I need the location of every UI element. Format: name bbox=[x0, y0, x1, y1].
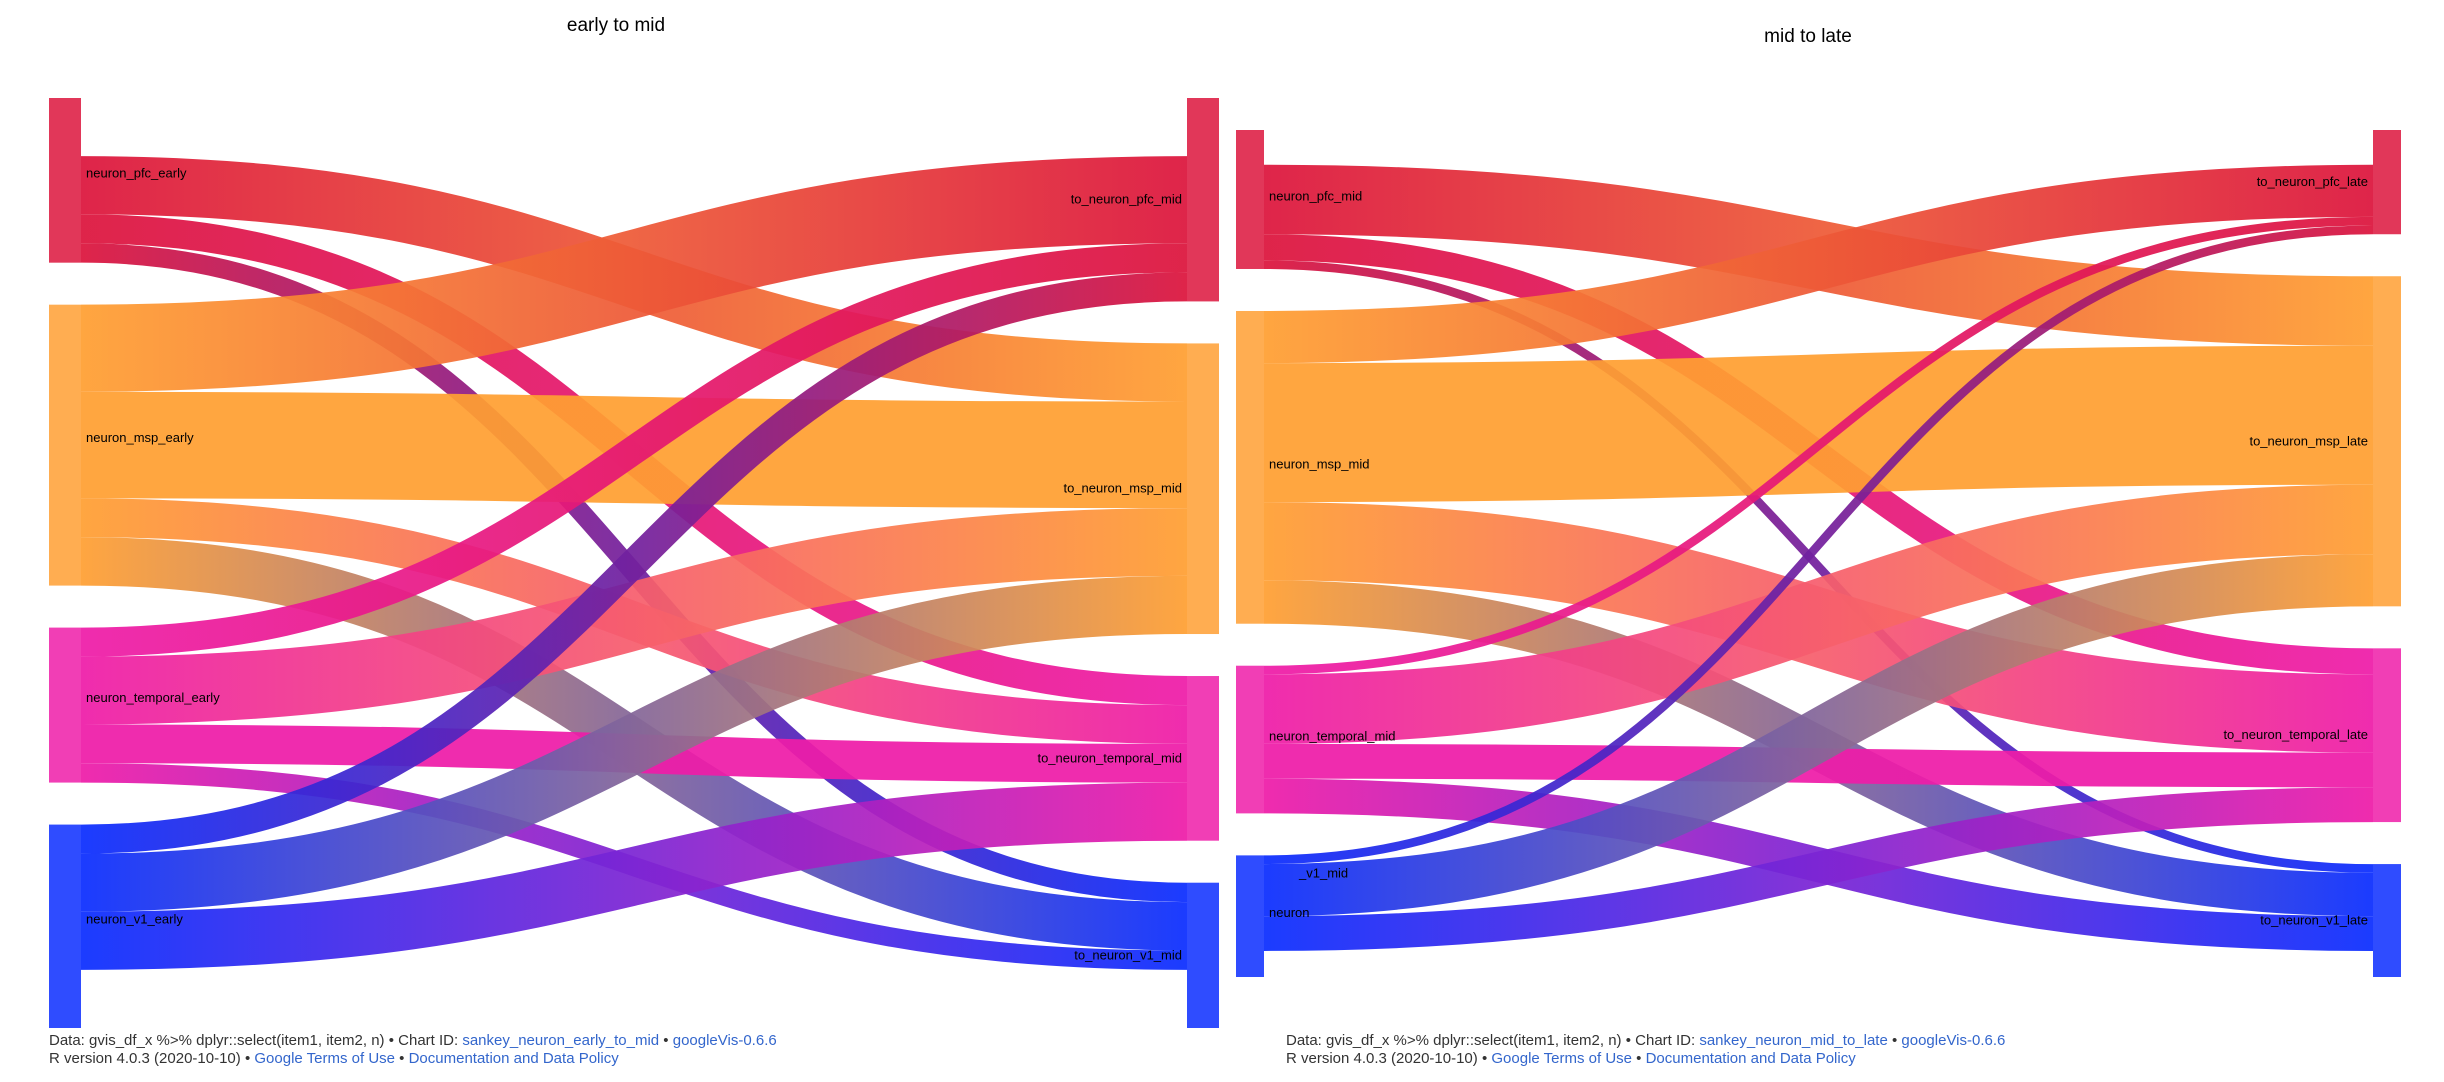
sankey-link[interactable] bbox=[80, 575, 1188, 912]
sankey-link[interactable] bbox=[1263, 787, 2374, 951]
sankey-link[interactable] bbox=[1263, 216, 2374, 675]
footer-r-version: R version 4.0.3 (2020-10-10) bbox=[49, 1050, 241, 1067]
link-group bbox=[80, 97, 1188, 1029]
sankey-link[interactable] bbox=[1263, 743, 2374, 788]
footer-data-label: Data: gvis_df_x %>% dplyr::select(item1,… bbox=[1286, 1032, 1622, 1049]
data-policy-link[interactable]: Documentation and Data Policy bbox=[1645, 1050, 1856, 1067]
node-group: neuron_pfc_early neuron_msp_early neuron_t… bbox=[49, 98, 1219, 1028]
footer-r-version: R version 4.0.3 (2020-10-10) bbox=[1286, 1050, 1478, 1067]
node-label: neuron bbox=[1269, 905, 1309, 920]
node-label: neuron_msp_early bbox=[86, 430, 194, 445]
node-label: to_neuron_pfc_late bbox=[2257, 174, 2368, 189]
node-label: to_neuron_v1_late bbox=[2260, 913, 2368, 928]
sankey-node-target[interactable] bbox=[1187, 343, 1219, 635]
terms-of-use-link[interactable]: Google Terms of Use bbox=[1491, 1050, 1632, 1067]
data-policy-link[interactable]: Documentation and Data Policy bbox=[408, 1050, 619, 1067]
chart-id-link[interactable]: sankey_neuron_mid_to_late bbox=[1699, 1032, 1888, 1049]
node-label: to_neuron_temporal_late bbox=[2223, 727, 2368, 742]
sankey-link[interactable] bbox=[1263, 484, 2374, 744]
chart-footer: Data: gvis_df_x %>% dplyr::select(item1,… bbox=[49, 1032, 777, 1067]
sankey-node-target[interactable] bbox=[2373, 276, 2401, 607]
node-label: neuron_pfc_early bbox=[86, 165, 187, 180]
sankey-node-target[interactable] bbox=[1187, 676, 1219, 841]
sankey-link[interactable] bbox=[80, 243, 1188, 657]
chart-title: early to mid bbox=[567, 15, 665, 36]
sankey-node-target[interactable] bbox=[2373, 864, 2401, 977]
sankey-node-source[interactable] bbox=[1236, 130, 1264, 269]
sankey-link[interactable] bbox=[80, 782, 1188, 970]
sankey-node-target[interactable] bbox=[2373, 648, 2401, 823]
sankey-link[interactable] bbox=[80, 272, 1188, 854]
node-label: to_neuron_v1_mid bbox=[1074, 947, 1182, 962]
panel-mid-to-late: mid to late neuron_pfc_mid neuron_msp_mid… bbox=[1236, 26, 2401, 978]
googlevis-version-link[interactable]: googleVis-0.6.6 bbox=[672, 1032, 777, 1049]
node-label: neuron_pfc_mid bbox=[1269, 188, 1362, 203]
sankey-node-target[interactable] bbox=[1187, 98, 1219, 302]
sankey-node-source[interactable] bbox=[1236, 665, 1264, 814]
node-label: to_neuron_msp_mid bbox=[1063, 481, 1182, 496]
link-group bbox=[1263, 129, 2374, 978]
sankey-node-source[interactable] bbox=[49, 627, 81, 783]
sankey-node-target[interactable] bbox=[2373, 130, 2401, 235]
sankey-node-target[interactable] bbox=[1187, 882, 1219, 1028]
sankey-node-source[interactable] bbox=[49, 304, 81, 586]
sankey-node-source[interactable] bbox=[49, 824, 81, 1028]
sankey-node-source[interactable] bbox=[49, 98, 81, 263]
sankey-link[interactable] bbox=[80, 508, 1188, 725]
sankey-node-source[interactable] bbox=[1236, 310, 1264, 624]
sankey-link[interactable] bbox=[1263, 164, 2374, 364]
chart-footer: Data: gvis_df_x %>% dplyr::select(item1,… bbox=[1286, 1032, 2006, 1067]
node-label: to_neuron_temporal_mid bbox=[1037, 750, 1182, 765]
footer-data-label: Data: gvis_df_x %>% dplyr::select(item1,… bbox=[49, 1032, 385, 1049]
node-label: neuron_v1_early bbox=[86, 911, 183, 926]
sankey-link[interactable] bbox=[1263, 554, 2374, 917]
sankey-link[interactable] bbox=[1263, 225, 2374, 865]
node-label: _v1_mid bbox=[1298, 865, 1348, 880]
footer-chart-id-label: Chart ID: bbox=[398, 1032, 459, 1049]
node-label: to_neuron_msp_late bbox=[2249, 433, 2368, 448]
node-label: to_neuron_pfc_mid bbox=[1071, 192, 1182, 207]
terms-of-use-link[interactable]: Google Terms of Use bbox=[254, 1050, 395, 1067]
node-label: neuron_msp_mid bbox=[1269, 456, 1369, 471]
chart-id-link[interactable]: sankey_neuron_early_to_mid bbox=[462, 1032, 660, 1049]
node-label: neuron_temporal_early bbox=[86, 690, 220, 705]
node-label: neuron_temporal_mid bbox=[1269, 729, 1395, 744]
panel-early-to-mid: early to mid neuron_pfc_early neuron_msp_… bbox=[49, 15, 1219, 1029]
footer-chart-id-label: Chart ID: bbox=[1635, 1032, 1696, 1049]
node-group: neuron_pfc_mid neuron_msp_mid neuron_tempo… bbox=[1236, 130, 2401, 977]
sankey-link[interactable] bbox=[80, 156, 1188, 392]
sankey-link[interactable] bbox=[1263, 345, 2374, 503]
chart-title: mid to late bbox=[1764, 26, 1852, 47]
googlevis-version-link[interactable]: googleVis-0.6.6 bbox=[1901, 1032, 2006, 1049]
sankey-node-source[interactable] bbox=[1236, 855, 1264, 977]
